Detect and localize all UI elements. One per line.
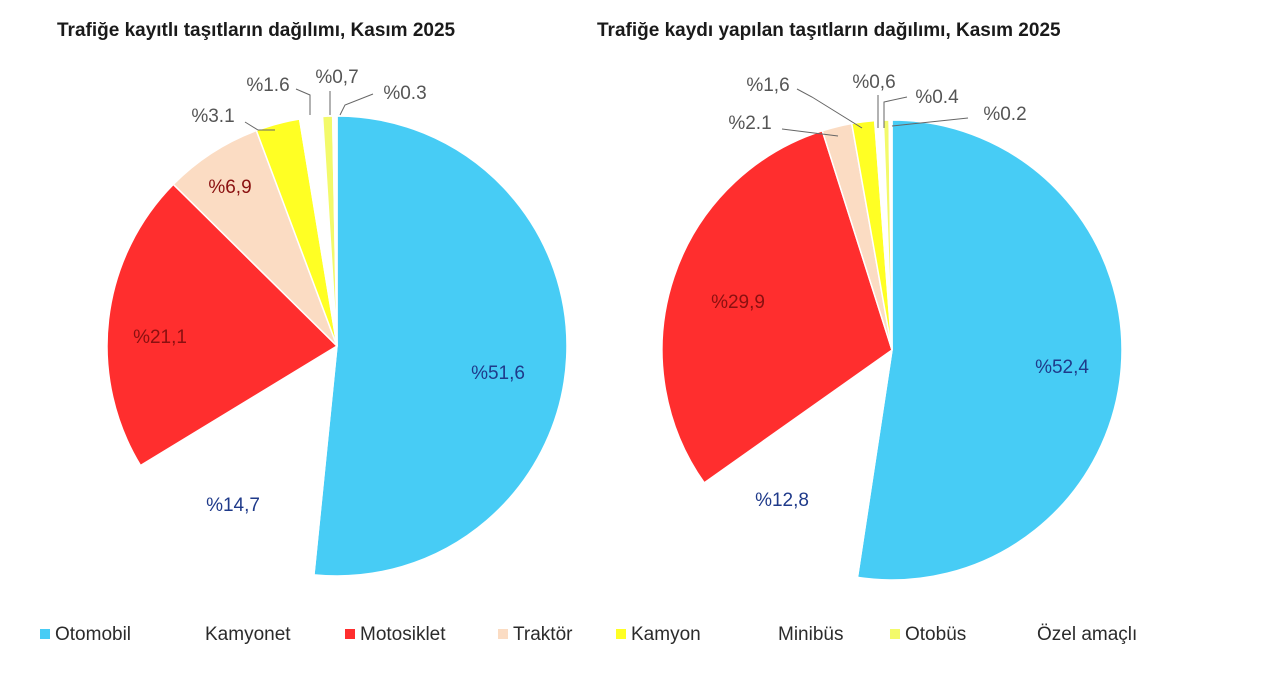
legend-label: Kamyonet bbox=[205, 624, 291, 645]
pie-slice-otomobil bbox=[313, 115, 568, 577]
legend-label: Otomobil bbox=[55, 624, 132, 645]
data-label-otobus: %0,7 bbox=[315, 67, 358, 88]
data-label-ozel-amacli: %0.2 bbox=[983, 104, 1026, 125]
legend-label: Minibüs bbox=[778, 624, 844, 645]
chart-title-left: Trafiğe kayıtlı taşıtların dağılımı, Kas… bbox=[57, 20, 456, 41]
data-label-otobus: %0.4 bbox=[915, 87, 959, 108]
legend-item-otomobil: Otomobil bbox=[40, 624, 131, 646]
pie-slice-kamyonet bbox=[703, 348, 894, 579]
chart-title-right: Trafiğe kaydı yapılan taşıtların dağılım… bbox=[597, 20, 1061, 41]
pie-slice-ozel-amacli bbox=[888, 119, 893, 351]
data-label-traktor: %6,9 bbox=[208, 177, 251, 198]
pie-chart-registered: %51,6 %14,7 %21,1 %6,9 %3.1 %1.6 %0,7 %0.3 bbox=[106, 67, 568, 577]
data-label-kamyonet: %14,7 bbox=[206, 495, 260, 516]
pie-slice-otomobil bbox=[856, 119, 1123, 581]
data-label-minibus: %0,6 bbox=[852, 72, 895, 93]
legend-item-kamyonet: Kamyonet bbox=[200, 624, 291, 646]
data-label-kamyonet: %12,8 bbox=[755, 490, 809, 511]
legend-swatch bbox=[40, 629, 50, 639]
leader-line-kamyon bbox=[244, 121, 275, 131]
pie-slice-motosiklet bbox=[106, 183, 339, 467]
data-label-minibus: %1.6 bbox=[246, 75, 289, 96]
data-label-kamyon: %3.1 bbox=[191, 106, 234, 127]
legend-item-motosiklet: Motosiklet bbox=[345, 624, 446, 646]
leader-line-kamyon bbox=[796, 88, 863, 129]
data-label-motosiklet: %29,9 bbox=[711, 292, 765, 313]
pie-slice-ozel-amacli bbox=[331, 115, 338, 347]
legend-label: Kamyon bbox=[631, 624, 701, 645]
data-label-otomobil: %52,4 bbox=[1035, 357, 1089, 378]
legend-swatch bbox=[616, 629, 626, 639]
legend-item-otobus: Otobüs bbox=[890, 624, 966, 646]
legend-item-ozel-amacli: Özel amaçlı bbox=[1032, 624, 1137, 646]
pie-slice-motosiklet bbox=[661, 129, 893, 484]
legend-swatch bbox=[890, 629, 900, 639]
data-label-otomobil: %51,6 bbox=[471, 363, 525, 384]
pie-chart-newly-registered: %52,4 %12,8 %29,9 %2.1 %1,6 %0,6 %0.4 %0.2 bbox=[661, 72, 1123, 581]
legend-item-kamyon: Kamyon bbox=[616, 624, 701, 646]
leader-line-traktor bbox=[781, 128, 839, 137]
legend-item-minibus: Minibüs bbox=[773, 624, 843, 646]
pie-slice-kamyonet bbox=[139, 344, 338, 576]
data-label-motosiklet: %21,1 bbox=[133, 327, 187, 348]
data-label-kamyon: %1,6 bbox=[746, 75, 789, 96]
legend-item-traktor: Traktör bbox=[498, 624, 572, 646]
leader-line-ozel-amacli bbox=[339, 93, 374, 116]
leader-line-minibus bbox=[295, 88, 311, 115]
leader-line-ozel-amacli bbox=[891, 117, 969, 127]
leader-line-otobus bbox=[883, 96, 908, 128]
data-label-traktor: %2.1 bbox=[728, 113, 771, 134]
legend-label: Traktör bbox=[513, 624, 573, 645]
legend-label: Özel amaçlı bbox=[1037, 624, 1138, 645]
legend-swatch bbox=[498, 629, 508, 639]
legend-label: Otobüs bbox=[905, 624, 967, 645]
legend-swatch bbox=[345, 629, 355, 639]
legend-label: Motosiklet bbox=[360, 624, 446, 645]
data-label-ozel-amacli: %0.3 bbox=[383, 83, 426, 104]
